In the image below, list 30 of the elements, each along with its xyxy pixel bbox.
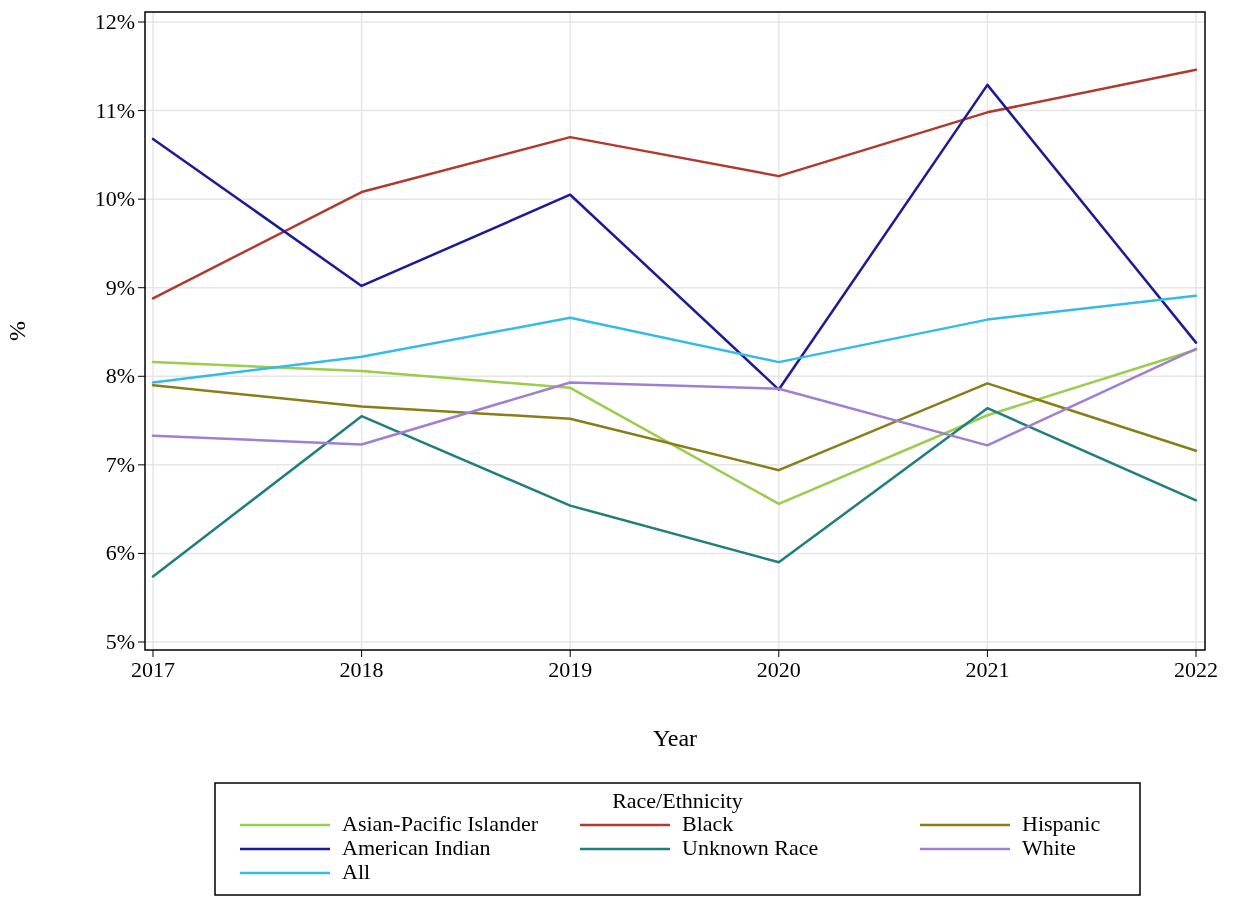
line-series bbox=[151, 68, 1198, 300]
x-tick-label: 2019 bbox=[548, 657, 593, 682]
y-tick-label: 6% bbox=[105, 540, 135, 566]
line-series bbox=[151, 347, 1198, 447]
y-tick-label: 11% bbox=[95, 97, 135, 123]
legend-label: American Indian bbox=[342, 835, 491, 860]
x-tick-label: 2018 bbox=[339, 657, 384, 682]
y-tick-label: 9% bbox=[105, 274, 135, 300]
x-tick-label: 2020 bbox=[756, 657, 801, 682]
y-tick-label: 8% bbox=[105, 363, 135, 389]
x-tick-label: 2022 bbox=[1174, 657, 1218, 682]
line-series bbox=[151, 406, 1198, 578]
legend-label: Asian-Pacific Islander bbox=[342, 811, 539, 836]
y-axis-title: % bbox=[4, 321, 30, 341]
legend-title: Race/Ethnicity bbox=[612, 788, 743, 813]
y-tick-label: 12% bbox=[94, 9, 135, 34]
line-series bbox=[151, 382, 1198, 472]
legend-label: All bbox=[342, 859, 371, 884]
x-tick-label: 2021 bbox=[965, 657, 1010, 682]
x-axis-title: Year bbox=[652, 725, 698, 751]
line-series bbox=[151, 83, 1198, 391]
x-tick-label: 2017 bbox=[131, 657, 175, 682]
y-tick-label: 10% bbox=[94, 186, 135, 212]
y-tick-label: 7% bbox=[105, 451, 135, 477]
legend-label: Unknown Race bbox=[682, 835, 819, 860]
line-series bbox=[151, 294, 1198, 384]
legend-label: Hispanic bbox=[1022, 811, 1101, 836]
legend-label: White bbox=[1022, 835, 1076, 860]
y-tick-label: 5% bbox=[105, 629, 135, 654]
line-series bbox=[151, 348, 1198, 506]
